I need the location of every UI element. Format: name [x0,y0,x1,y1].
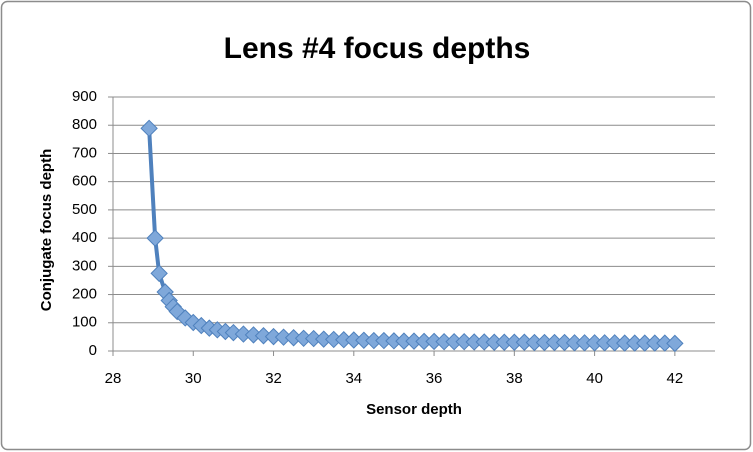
x-tick-label: 38 [506,370,523,387]
x-tick-label: 34 [345,370,362,387]
data-point [666,334,684,353]
data-point [150,264,168,283]
y-tick-label: 0 [89,342,97,359]
y-tick-label: 800 [72,116,97,133]
y-axis-title: Conjugate focus depth [38,149,55,312]
y-tick-label: 600 [72,173,97,190]
y-tick-label: 100 [72,314,97,331]
x-tick-label: 42 [667,370,684,387]
x-tick-label: 32 [265,370,282,387]
data-point [146,229,164,247]
x-tick-label: 36 [426,370,443,387]
x-tick-label: 40 [586,370,603,387]
x-tick-label: 30 [185,370,202,387]
x-tick-label: 28 [105,370,122,387]
chart-title: Lens #4 focus depths [224,32,531,65]
data-point [140,119,158,138]
y-tick-label: 700 [72,144,97,161]
y-tick-label: 300 [72,257,97,274]
y-tick-label: 400 [72,229,97,246]
y-tick-label: 900 [72,88,97,105]
y-tick-label: 200 [72,286,97,303]
y-tick-label: 500 [72,201,97,218]
x-axis-title: Sensor depth [366,401,462,418]
